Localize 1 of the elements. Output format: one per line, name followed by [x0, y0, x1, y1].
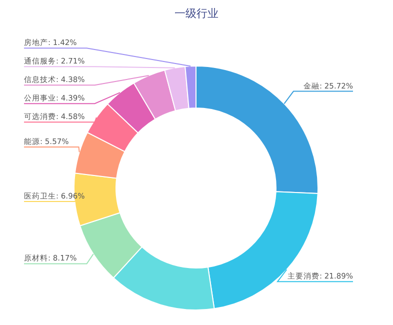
chart-title: 一级行业 [174, 7, 218, 20]
